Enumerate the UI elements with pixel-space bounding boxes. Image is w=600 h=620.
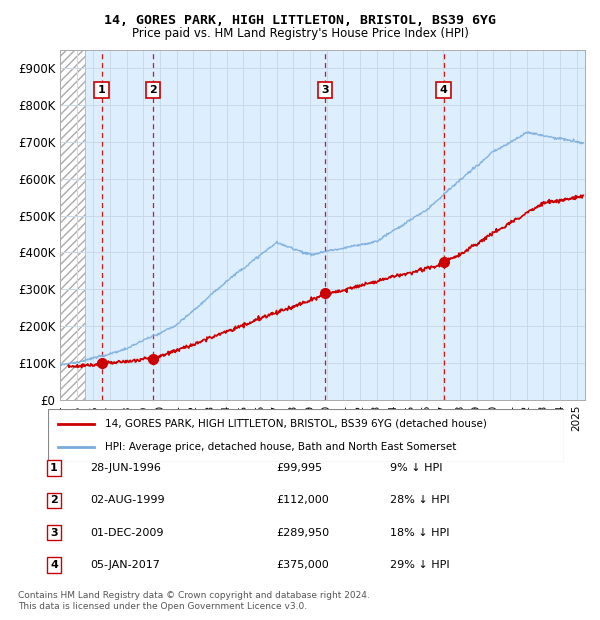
Text: 14, GORES PARK, HIGH LITTLETON, BRISTOL, BS39 6YG (detached house): 14, GORES PARK, HIGH LITTLETON, BRISTOL,… [105,419,487,429]
Text: 28% ↓ HPI: 28% ↓ HPI [390,495,449,505]
Text: 28-JUN-1996: 28-JUN-1996 [90,463,161,473]
Text: 3: 3 [322,85,329,95]
Text: £375,000: £375,000 [276,560,329,570]
Text: 9% ↓ HPI: 9% ↓ HPI [390,463,443,473]
Text: 14, GORES PARK, HIGH LITTLETON, BRISTOL, BS39 6YG: 14, GORES PARK, HIGH LITTLETON, BRISTOL,… [104,14,496,27]
Text: £99,995: £99,995 [276,463,322,473]
Text: 29% ↓ HPI: 29% ↓ HPI [390,560,449,570]
Text: 1: 1 [98,85,106,95]
Text: 3: 3 [50,528,58,538]
Text: 01-DEC-2009: 01-DEC-2009 [90,528,163,538]
Text: Price paid vs. HM Land Registry's House Price Index (HPI): Price paid vs. HM Land Registry's House … [131,27,469,40]
Text: £112,000: £112,000 [276,495,329,505]
Text: Contains HM Land Registry data © Crown copyright and database right 2024.
This d: Contains HM Land Registry data © Crown c… [18,591,370,611]
Text: 05-JAN-2017: 05-JAN-2017 [90,560,160,570]
Text: £289,950: £289,950 [276,528,329,538]
Bar [60,50,85,400]
Text: 2: 2 [50,495,58,505]
Text: 02-AUG-1999: 02-AUG-1999 [90,495,164,505]
Text: 4: 4 [50,560,58,570]
Text: 4: 4 [440,85,448,95]
FancyBboxPatch shape [48,409,564,462]
Text: 18% ↓ HPI: 18% ↓ HPI [390,528,449,538]
Text: 2: 2 [149,85,157,95]
Text: HPI: Average price, detached house, Bath and North East Somerset: HPI: Average price, detached house, Bath… [105,442,456,452]
Text: 1: 1 [50,463,58,473]
